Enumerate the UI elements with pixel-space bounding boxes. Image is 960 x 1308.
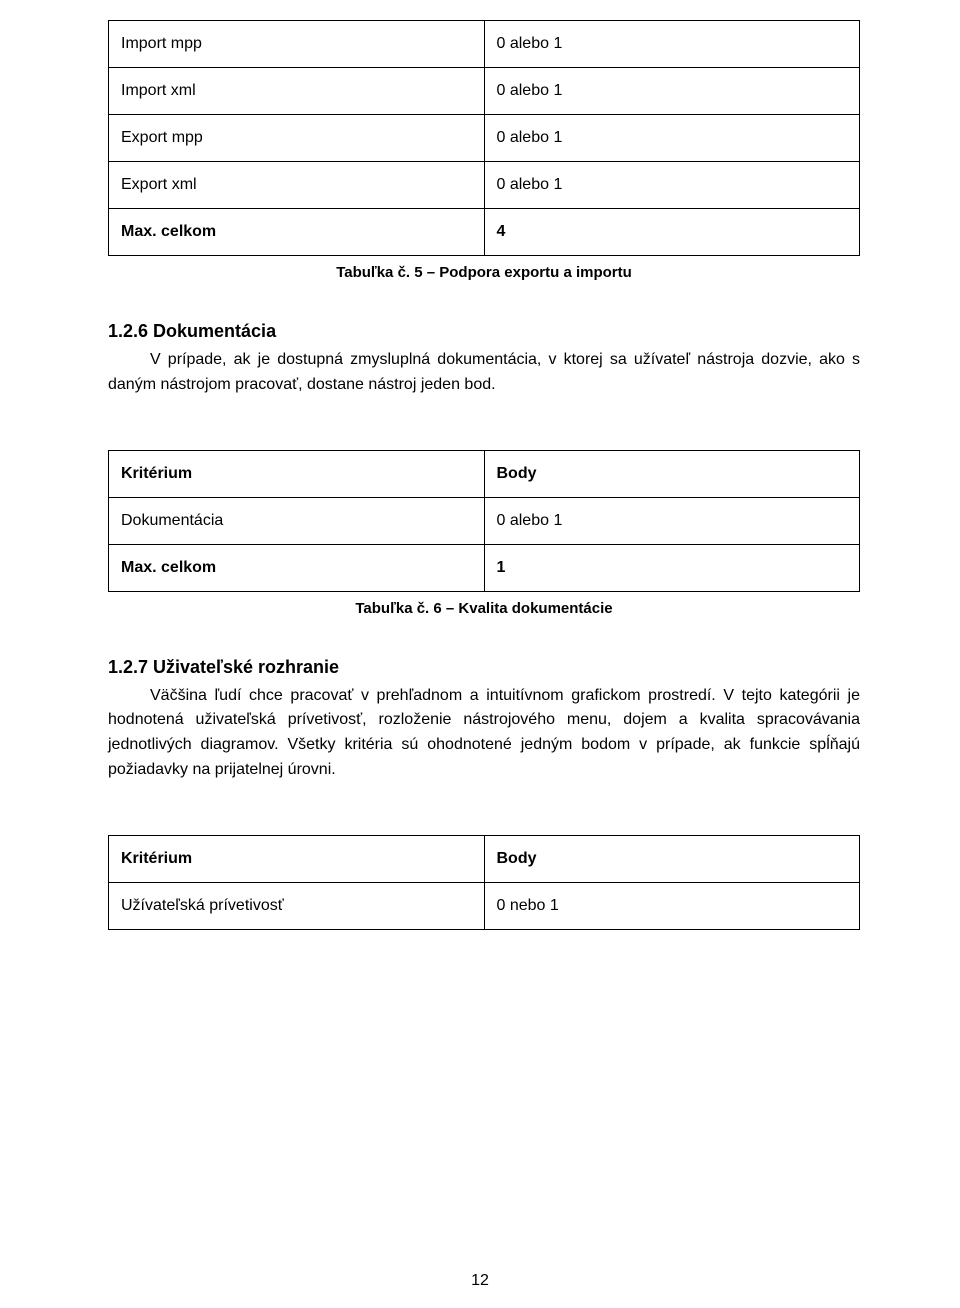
paragraph-1-2-6: V prípade, ak je dostupná zmysluplná dok… [108,348,860,398]
table-header-cell: Kritérium [109,835,485,882]
table-row: Import mpp0 alebo 1 [109,21,860,68]
heading-1-2-6: 1.2.6 Dokumentácia [108,321,860,342]
table-cell-value: 0 alebo 1 [484,115,860,162]
table-row: Kritérium Body [109,450,860,497]
table-cell-label: Import mpp [109,21,485,68]
table-header-cell: Body [484,450,860,497]
table-cell-value: 0 alebo 1 [484,21,860,68]
table-cell-label: Import xml [109,68,485,115]
table-row: Max. celkom4 [109,209,860,256]
table-7-uzivatelske-rozhranie: Kritérium Body Užívateľská prívetivosť0 … [108,835,860,930]
table-row: Import xml0 alebo 1 [109,68,860,115]
table-cell-value: 0 nebo 1 [484,882,860,929]
table-cell-label: Export mpp [109,115,485,162]
table-row: Dokumentácia0 alebo 1 [109,497,860,544]
table-cell-label: Max. celkom [109,209,485,256]
table-row: Užívateľská prívetivosť0 nebo 1 [109,882,860,929]
table-cell-value: 4 [484,209,860,256]
table-row: Kritérium Body [109,835,860,882]
table-cell-value: 0 alebo 1 [484,497,860,544]
table-5-caption: Tabuľka č. 5 – Podpora exportu a importu [108,264,860,281]
table-cell-value: 1 [484,544,860,591]
heading-1-2-7: 1.2.7 Uživateľské rozhranie [108,657,860,678]
page: Import mpp0 alebo 1Import xml0 alebo 1Ex… [0,0,960,1308]
table-cell-label: Export xml [109,162,485,209]
table-header-cell: Kritérium [109,450,485,497]
table-cell-label: Dokumentácia [109,497,485,544]
table-cell-value: 0 alebo 1 [484,162,860,209]
table-cell-label: Max. celkom [109,544,485,591]
paragraph-1-2-7: Väčšina ľudí chce pracovať v prehľadnom … [108,684,860,783]
table-6-caption: Tabuľka č. 6 – Kvalita dokumentácie [108,600,860,617]
table-5-export-import: Import mpp0 alebo 1Import xml0 alebo 1Ex… [108,20,860,256]
page-number: 12 [0,1272,960,1290]
table-header-cell: Body [484,835,860,882]
table-row: Export xml0 alebo 1 [109,162,860,209]
table-6-dokumentacia: Kritérium Body Dokumentácia0 alebo 1Max.… [108,450,860,592]
table-cell-value: 0 alebo 1 [484,68,860,115]
table-row: Export mpp0 alebo 1 [109,115,860,162]
table-row: Max. celkom1 [109,544,860,591]
table-cell-label: Užívateľská prívetivosť [109,882,485,929]
